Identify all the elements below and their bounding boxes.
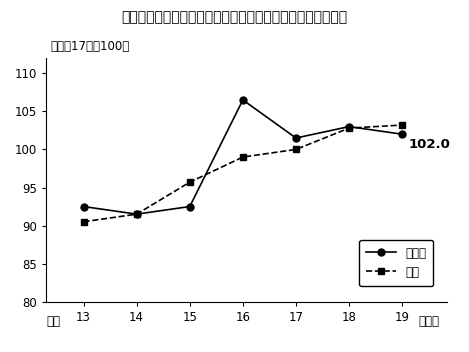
Legend: 岐阜県, 全国: 岐阜県, 全国 [359,240,433,286]
Text: 図－４　所定外労働時間指数の推移（事業所規模５人以上）: 図－４ 所定外労働時間指数の推移（事業所規模５人以上） [121,11,348,25]
Text: （平成17年＝100）: （平成17年＝100） [50,40,129,53]
Text: 102.0: 102.0 [408,138,450,151]
Text: 平成: 平成 [46,315,61,328]
Text: （年）: （年） [418,315,439,328]
